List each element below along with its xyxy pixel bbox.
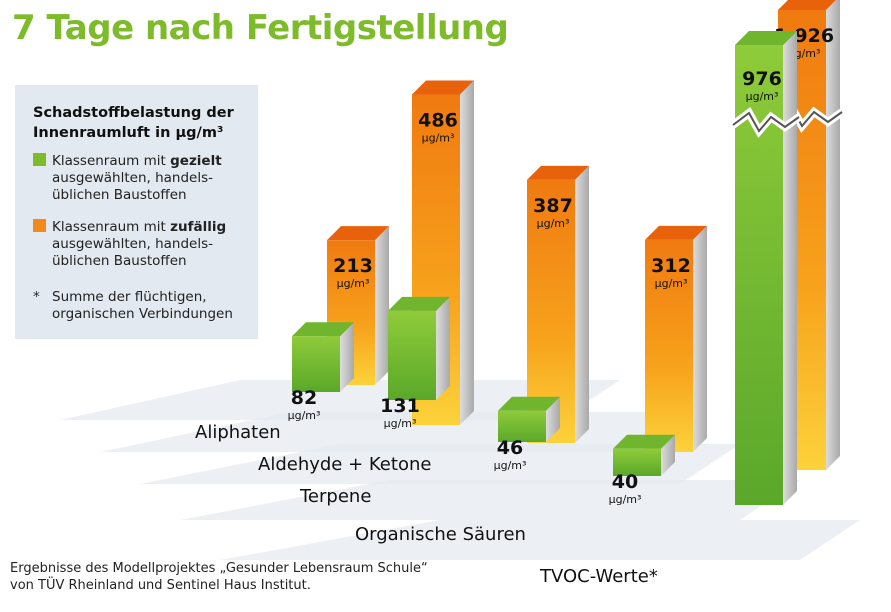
bar-orange-top xyxy=(645,225,707,240)
data-label-green: 976 xyxy=(742,68,782,90)
data-label-orange: 486 xyxy=(418,110,458,132)
source-note: Ergebnisse des Modellprojektes „Gesunder… xyxy=(10,560,428,594)
legend-title-line: Innenraumluft in µg/m³ xyxy=(33,125,224,141)
legend-text: Klassenraum mit xyxy=(52,219,171,235)
legend-title: Schadstoffbelastung der Innenraumluft in… xyxy=(33,103,234,143)
data-label-orange-unit: µg/m³ xyxy=(337,277,370,290)
legend-text: ausgewählten, handels-üblichen Baustoffe… xyxy=(52,170,214,203)
legend-footnote: * Summe der flüchtigen, organischen Verbi… xyxy=(33,289,258,323)
category-label: TVOC-Werte* xyxy=(539,566,658,587)
data-label-orange-unit: µg/m³ xyxy=(422,132,455,145)
category-ribbon xyxy=(60,380,620,420)
bar-green-front xyxy=(292,336,340,392)
bar-green-front xyxy=(388,310,436,400)
bar-orange-side xyxy=(693,225,707,452)
category-label: Aliphaten xyxy=(195,422,281,443)
legend-text-bold: gezielt xyxy=(170,153,222,169)
bar-green xyxy=(730,31,802,505)
bar-orange-top xyxy=(778,0,836,10)
category-label: Aldehyde + Ketone xyxy=(258,454,431,475)
source-line: von TÜV Rheinland und Sentinel Haus Inst… xyxy=(10,578,311,593)
data-label-orange: 312 xyxy=(651,255,691,277)
category-label: Terpene xyxy=(299,486,371,507)
data-label-orange: 213 xyxy=(333,255,373,277)
category-label: Organische Säuren xyxy=(355,524,526,545)
bar-green-side xyxy=(546,396,560,442)
footnote-text: Summe der flüchtigen, organischen Verbin… xyxy=(52,289,233,322)
bar-orange-top xyxy=(412,80,474,95)
bar-green-front xyxy=(498,410,546,442)
data-label-green: 40 xyxy=(612,471,638,493)
bar-orange-side xyxy=(826,0,840,470)
bar-green-side xyxy=(783,31,797,505)
data-label-green-unit: µg/m³ xyxy=(288,409,321,422)
data-label-green-unit: µg/m³ xyxy=(609,493,642,506)
data-label-orange: 387 xyxy=(533,195,573,217)
bar-orange-side xyxy=(575,165,589,443)
bar-green-top xyxy=(498,396,560,411)
legend: Schadstoffbelastung der Innenraumluft in… xyxy=(15,85,258,339)
footnote-mark: * xyxy=(33,289,40,305)
bar-green-side xyxy=(436,296,450,400)
bar-green-top xyxy=(613,434,675,449)
bar-orange-side xyxy=(460,80,474,426)
data-label-orange-unit: µg/m³ xyxy=(655,277,688,290)
legend-item-zufaellig: Klassenraum mit zufällig ausgewählten, h… xyxy=(33,219,258,270)
data-label-green-unit: µg/m³ xyxy=(384,417,417,430)
legend-text-bold: zufällig xyxy=(170,219,227,235)
legend-swatch-orange xyxy=(33,219,46,232)
chart-title: 7 Tage nach Fertigstellung xyxy=(12,8,509,48)
bar-orange-top xyxy=(327,226,389,241)
bar-green xyxy=(292,322,354,392)
bar-green-side xyxy=(661,434,675,476)
bar-orange xyxy=(645,225,707,452)
legend-title-line: Schadstoffbelastung der xyxy=(33,105,234,121)
data-label-green-unit: µg/m³ xyxy=(746,90,779,103)
bar-green-top xyxy=(735,31,797,45)
bar-green-top xyxy=(292,322,354,337)
category-ribbon xyxy=(180,480,800,520)
legend-text: Klassenraum mit xyxy=(52,153,171,169)
bar-orange-front xyxy=(645,239,693,452)
bar-green xyxy=(388,296,450,400)
bar-green-top xyxy=(388,296,450,311)
data-label-green-unit: µg/m³ xyxy=(494,459,527,472)
category-ribbon xyxy=(140,444,740,484)
bar-orange-top xyxy=(527,165,589,180)
legend-item-gezielt: Klassenraum mit gezielt ausgewählten, ha… xyxy=(33,153,258,204)
axis-break-line xyxy=(732,111,800,133)
bar-green xyxy=(498,396,560,442)
category-ribbon xyxy=(220,520,860,560)
data-label-green: 82 xyxy=(291,387,317,409)
bar-orange-side xyxy=(375,226,389,385)
data-label-green: 131 xyxy=(380,395,420,417)
source-line: Ergebnisse des Modellprojektes „Gesunder… xyxy=(10,561,428,576)
bar-green-side xyxy=(340,322,354,392)
bar-green xyxy=(613,434,675,476)
legend-swatch-green xyxy=(33,153,46,166)
data-label-orange-unit: µg/m³ xyxy=(537,217,570,230)
data-label-green: 46 xyxy=(497,437,523,459)
legend-text: ausgewählten, handels-üblichen Baustoffe… xyxy=(52,236,214,269)
bar-green-front xyxy=(613,448,661,476)
